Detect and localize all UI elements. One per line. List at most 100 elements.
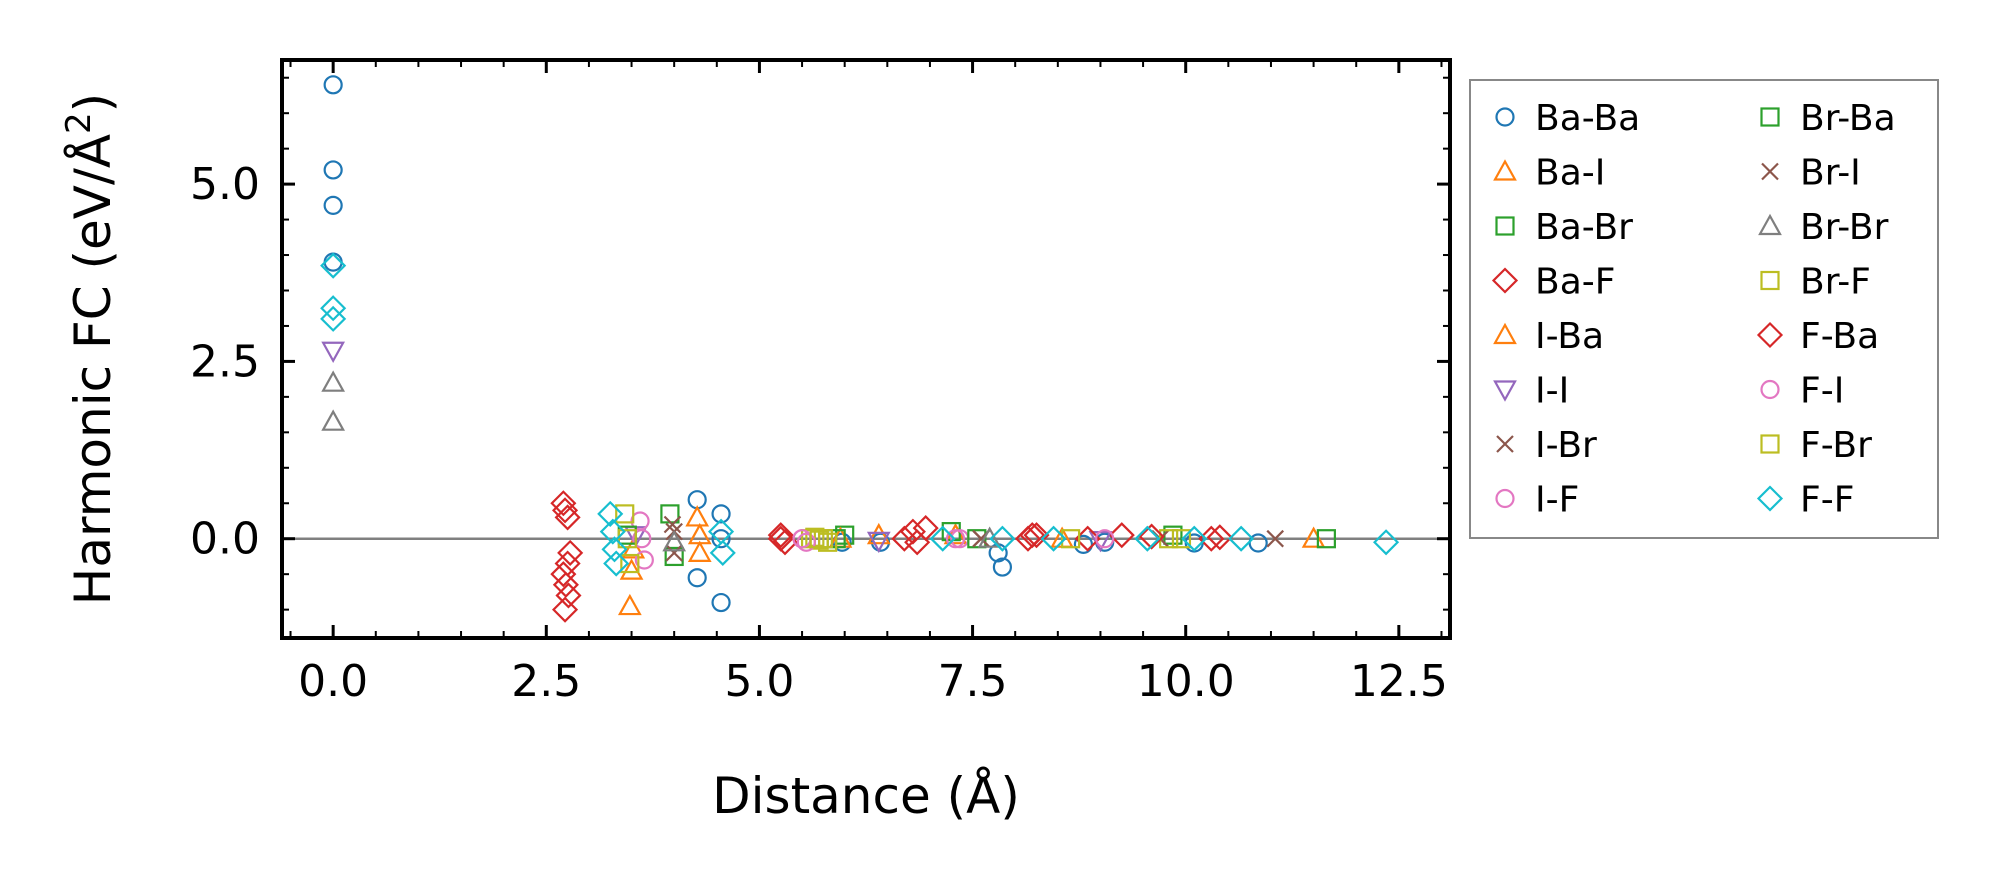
series-ba-i (617, 505, 1326, 616)
x-tick-label: 5.0 (724, 656, 794, 707)
data-point-f-br (1061, 529, 1081, 549)
data-point-br-ba (967, 529, 987, 549)
data-point-f-ba (1198, 525, 1225, 552)
legend-marker-br-br (1758, 213, 1782, 236)
y-axis-label: Harmonic FC (eV/Å2) (59, 93, 122, 605)
legend-label-br-br: Br-Br (1800, 207, 1889, 248)
legend-marker-i-i (1493, 380, 1517, 402)
data-point-f-f (1181, 525, 1208, 552)
data-point-ba-f (555, 582, 582, 609)
data-point-f-f (929, 525, 956, 552)
legend-marker-i-f (1495, 488, 1515, 509)
legend-item-ba-ba: Ba-Ba (1495, 98, 1640, 139)
legend-label-br-f: Br-F (1800, 262, 1871, 303)
legend-label-br-ba: Br-Ba (1800, 98, 1896, 139)
legend-marker-ba-f (1491, 267, 1519, 294)
data-point-f-f (320, 252, 347, 279)
data-point-ba-f (551, 497, 579, 524)
data-point-f-f (599, 518, 626, 545)
data-point-br-br (321, 370, 346, 392)
data-point-br-f (620, 553, 640, 574)
legend-label-f-i: F-I (1800, 371, 1844, 412)
legend-item-f-i: F-I (1760, 371, 1844, 412)
data-point-ba-f (554, 550, 581, 577)
data-point-f-f (603, 550, 630, 577)
data-point-f-ba (1014, 525, 1042, 552)
data-point-f-f (1228, 525, 1255, 552)
legend-label-br-i: Br-I (1800, 153, 1861, 194)
data-point-ba-f (551, 596, 579, 623)
legend-item-i-ba: I-Ba (1493, 316, 1604, 357)
legend-item-br-i: Br-I (1761, 153, 1861, 194)
data-point-br-f (615, 504, 635, 524)
x-axis-label: Distance (Å) (712, 767, 1020, 825)
y-tick-label: 5.0 (190, 159, 260, 210)
data-point-ba-f (1108, 522, 1135, 549)
data-point-f-f (989, 525, 1016, 552)
legend-item-f-f: F-F (1756, 480, 1854, 521)
legend-label-f-ba: F-Ba (1800, 316, 1879, 357)
legend-marker-br-i (1761, 162, 1779, 181)
y-axis-label-main: Harmonic FC (eV/Å (64, 134, 122, 605)
legend-label-i-i: I-I (1535, 371, 1569, 412)
data-point-i-i (866, 531, 891, 554)
legend-label-ba-i: Ba-I (1535, 153, 1605, 194)
legend-label-f-f: F-F (1800, 480, 1854, 521)
legend: Ba-Ba Ba-I Ba-Br Ba-F I-Ba I-I I-Br I-F Br-Ba Br-… (1469, 79, 1939, 539)
data-point-ba-f (550, 490, 577, 517)
data-point-ba-i (685, 505, 710, 527)
data-point-ba-ba (323, 195, 343, 215)
data-point-f-ba (1023, 522, 1050, 549)
data-point-f-f (597, 500, 624, 527)
x-tick-label: 7.5 (938, 656, 1008, 707)
data-point-ba-f (1206, 524, 1233, 551)
data-point-ba-f (552, 571, 579, 598)
data-point-f-f (1134, 525, 1161, 552)
legend-item-i-br: I-Br (1496, 425, 1597, 466)
data-point-i-br (663, 515, 682, 534)
y-tick-label: 0.0 (190, 514, 260, 565)
legend-label-ba-f: Ba-F (1535, 262, 1615, 303)
data-point-i-br (1266, 529, 1285, 548)
x-tick-label: 12.5 (1350, 656, 1448, 707)
series-f-f (320, 252, 1400, 577)
data-point-ba-i (687, 540, 712, 562)
legend-marker-f-ba (1756, 321, 1784, 349)
legend-item-ba-i: Ba-I (1493, 153, 1605, 194)
x-tick-label: 10.0 (1137, 656, 1235, 707)
data-point-ba-ba (323, 75, 343, 95)
data-point-ba-ba (711, 504, 731, 524)
legend-marker-br-f (1760, 270, 1780, 291)
data-point-f-ba (1138, 523, 1165, 550)
data-point-f-f (709, 539, 736, 566)
data-point-ba-f (767, 522, 794, 549)
plot-frame (280, 58, 1452, 640)
data-point-f-f (601, 536, 628, 563)
data-point-i-ba (621, 537, 646, 559)
legend-marker-ba-i (1493, 159, 1517, 181)
y-tick-label: 2.5 (190, 336, 260, 387)
legend-marker-i-ba (1493, 322, 1517, 345)
legend-item-br-ba: Br-Ba (1760, 98, 1896, 139)
legend-marker-f-i (1760, 379, 1780, 400)
legend-marker-ba-ba (1495, 107, 1515, 127)
data-point-i-f (632, 529, 652, 549)
legend-item-f-br: F-Br (1760, 425, 1872, 466)
legend-item-br-br: Br-Br (1758, 207, 1889, 248)
y-axis-label-close: ) (64, 93, 122, 113)
legend-item-i-i: I-I (1493, 371, 1569, 412)
legend-label-f-br: F-Br (1800, 425, 1872, 466)
legend-item-i-f: I-F (1495, 480, 1579, 521)
data-point-f-f (320, 295, 347, 322)
series-br-br (321, 370, 1002, 552)
data-point-ba-f (557, 539, 584, 566)
data-point-br-br (321, 409, 346, 431)
data-point-ba-ba (323, 160, 343, 180)
y-axis-label-superscript: 2 (59, 112, 99, 134)
data-point-br-br (662, 529, 687, 552)
legend-box (1469, 79, 1939, 539)
legend-label-i-f: I-F (1535, 480, 1579, 521)
data-point-f-i (1095, 529, 1115, 549)
data-point-ba-ba (711, 529, 731, 549)
